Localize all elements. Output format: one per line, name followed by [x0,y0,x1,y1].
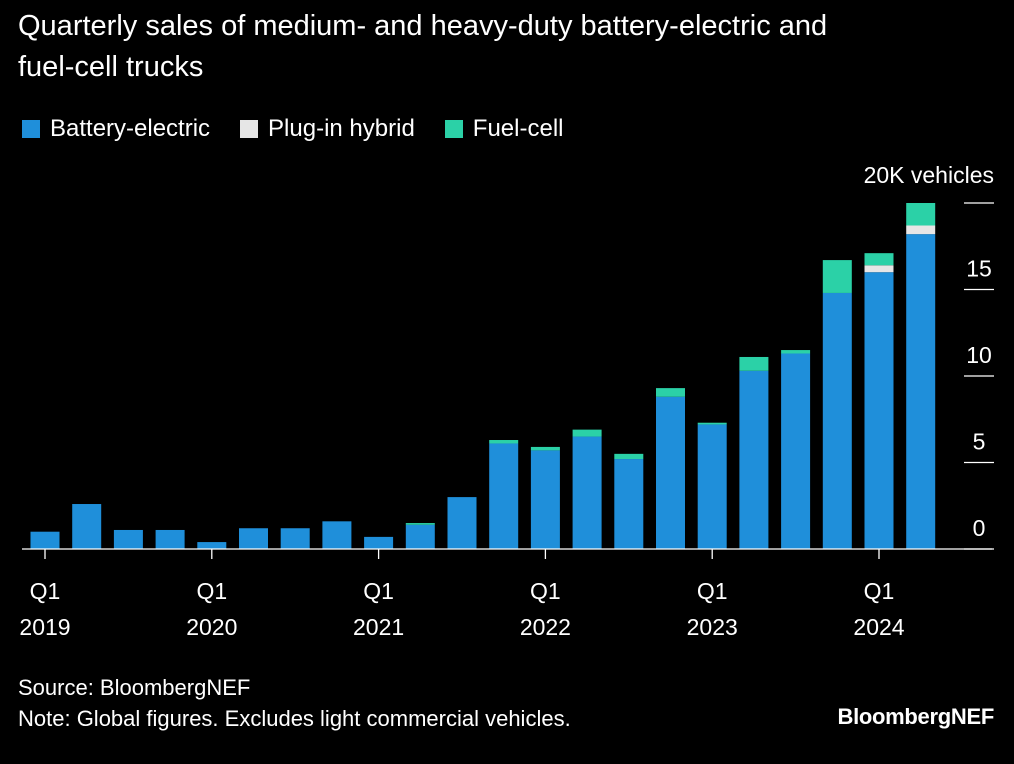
bar-segment-fuel-cell [530,446,560,451]
chart-title-line1: Quarterly sales of medium- and heavy-dut… [18,10,828,42]
x-tick-label-year: 2023 [687,614,738,640]
bar-segment-battery-electric [781,353,811,549]
bar-segment-fuel-cell [781,350,811,354]
bar-segment-battery-electric [906,234,936,549]
y-tick-label: 10 [966,342,992,368]
bar-segment-plug-in-hybrid [906,225,936,235]
footer: Source: BloombergNEF Note: Global figure… [18,672,571,734]
x-tick-label-quarter: Q1 [196,578,227,604]
bar-segment-fuel-cell [697,422,727,425]
bar-segment-battery-electric [239,528,268,549]
legend: Battery-electric Plug-in hybrid Fuel-cel… [22,114,594,144]
y-tick-label: 0 [973,515,986,541]
brand-logo: BloombergNEF [837,704,994,729]
x-tick-label-quarter: Q1 [363,578,394,604]
x-tick-label-year: 2020 [186,614,237,640]
bar-segment-fuel-cell [405,523,435,525]
bar-segment-fuel-cell [572,429,602,437]
x-tick-label-year: 2024 [853,614,904,640]
bar-segment-battery-electric [280,528,310,549]
legend-label-battery-electric: Battery-electric [50,115,211,142]
bar-segment-battery-electric [572,436,602,549]
bar-segment-battery-electric [489,443,519,549]
x-tick-label-quarter: Q1 [697,578,728,604]
x-tick-label-year: 2021 [353,614,404,640]
bar-segment-battery-electric [405,524,435,549]
x-tick-label-quarter: Q1 [864,578,895,604]
chart-title: Quarterly sales of medium- and heavy-dut… [18,6,998,88]
bar-segment-battery-electric [364,536,394,549]
bar-segment-battery-electric [614,459,644,549]
bar-segment-fuel-cell [906,203,936,226]
bar-segment-battery-electric [447,497,477,549]
bar-segment-fuel-cell [489,440,519,444]
y-tick-label: 15 [966,256,992,282]
x-tick-label-year: 2019 [19,614,70,640]
legend-swatch-battery-electric [22,120,40,138]
bar-segment-battery-electric [155,529,185,549]
legend-swatch-plug-in-hybrid [240,120,259,138]
legend-label-fuel-cell: Fuel-cell [472,115,564,142]
bar-segment-fuel-cell [739,356,769,371]
bar-segment-battery-electric [530,450,560,549]
bar-segment-fuel-cell [822,260,852,293]
bar-segment-battery-electric [656,396,685,549]
bar-segment-fuel-cell [614,453,644,460]
legend-label-plug-in-hybrid: Plug-in hybrid [268,115,415,142]
chart-title-line2: fuel-cell trucks [18,51,204,83]
bar-segment-battery-electric [113,529,143,549]
bar-segment-fuel-cell [864,253,894,266]
bar-segment-battery-electric [72,504,102,549]
bar-segment-plug-in-hybrid [864,265,894,273]
legend-swatch-fuel-cell [444,120,463,138]
source-note: Source: BloombergNEF [18,675,251,700]
footnote: Note: Global figures. Excludes light com… [18,706,571,731]
x-tick-label-quarter: Q1 [30,578,61,604]
y-axis-top-label: 20K vehicles [864,162,994,188]
bar-segment-battery-electric [739,370,769,549]
legend-item-fuel-cell: Fuel-cell [444,114,564,144]
bar-chart: 0 5 10 15 20K vehicles Q1 2019 Q1 2020 Q1 2021 Q1 20… [19,162,994,640]
bar-segment-battery-electric [864,272,894,549]
legend-item-battery-electric: Battery-electric [22,114,210,144]
x-tick-label-year: 2022 [520,614,571,640]
legend-item-plug-in-hybrid: Plug-in hybrid [240,114,415,144]
bar-segment-battery-electric [30,531,60,549]
x-tick-label-quarter: Q1 [530,578,561,604]
bar-segment-battery-electric [822,292,852,549]
bar-segment-battery-electric [322,521,352,549]
bar-segment-battery-electric [197,542,227,549]
y-tick-label: 5 [973,429,986,455]
bar-segment-fuel-cell [656,388,685,397]
bar-segment-battery-electric [697,424,727,549]
